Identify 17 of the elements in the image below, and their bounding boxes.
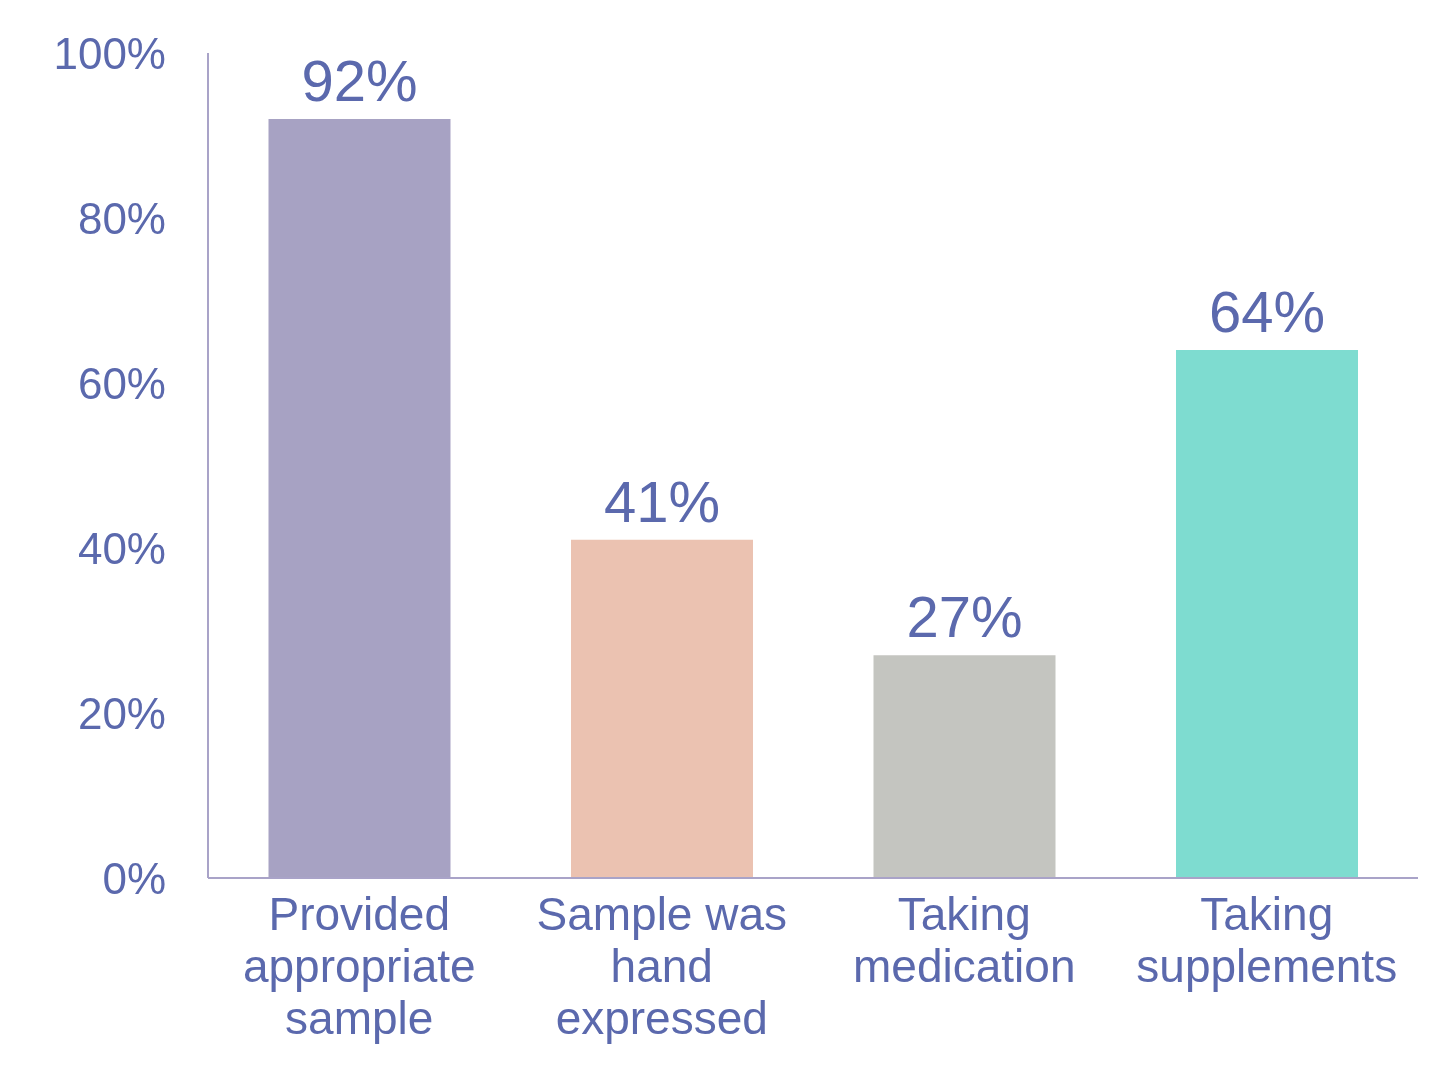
y-tick-label: 100%: [53, 28, 166, 78]
data-label: 41%: [603, 468, 721, 534]
data-label: 92%: [301, 48, 418, 113]
y-tick-label: 20%: [77, 688, 166, 738]
y-tick-label: 60%: [77, 358, 166, 408]
y-tick-label: 0%: [102, 853, 166, 903]
x-tick-label: Taking medication: [853, 888, 1076, 992]
bar: [1176, 350, 1358, 878]
x-tick-label: Taking supplements: [1136, 888, 1398, 992]
x-tick-label: Sample was hand expressed: [536, 888, 788, 1044]
data-label: 27%: [906, 584, 1023, 650]
data-label: 64%: [1208, 279, 1326, 344]
y-tick-label: 80%: [77, 193, 166, 243]
bar: [873, 655, 1056, 878]
bar: [571, 539, 753, 878]
x-tick-label: Provided appropriate sample: [242, 888, 476, 1044]
y-tick-label: 40%: [77, 523, 166, 573]
